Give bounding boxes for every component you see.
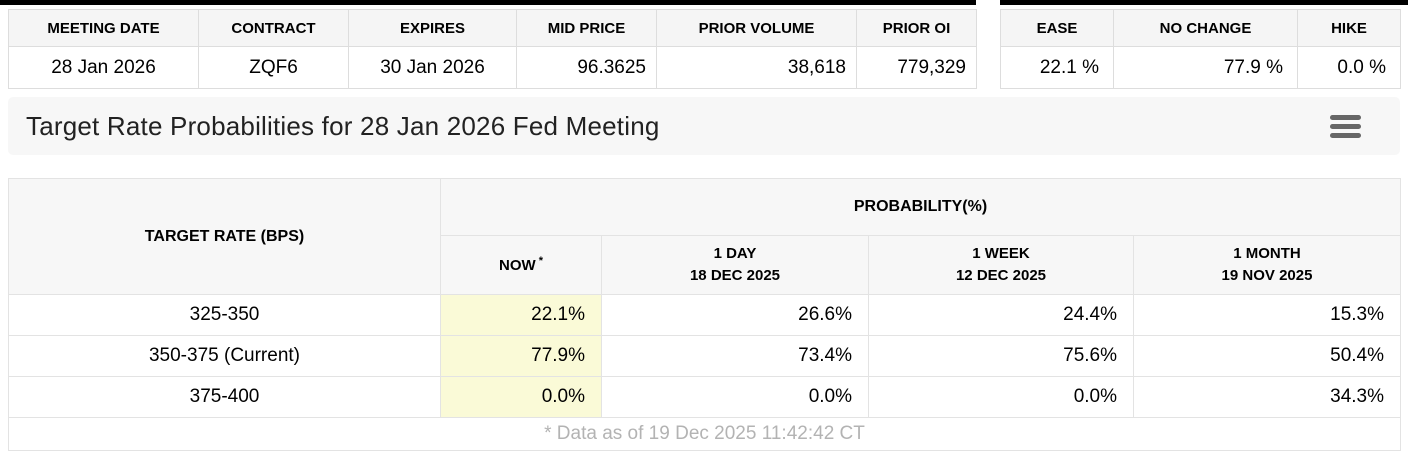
cell-prob-1-month: 34.3% bbox=[1132, 376, 1402, 418]
cell-mid-price: 96.3625 bbox=[516, 46, 657, 89]
action-data-row: 22.1 % 77.9 % 0.0 % bbox=[1000, 46, 1401, 89]
cell-prior-oi: 779,329 bbox=[856, 46, 977, 89]
col-header-mid-price: MID PRICE bbox=[516, 9, 657, 47]
cell-meeting-date: 28 Jan 2026 bbox=[8, 46, 199, 89]
col-header-probability-group: PROBABILITY(%) bbox=[439, 178, 1402, 236]
cell-rate-range: 375-400 bbox=[8, 376, 441, 418]
cell-prob-now: 22.1% bbox=[440, 294, 602, 336]
top-accent-bar-right bbox=[1000, 0, 1408, 5]
col-header-1-month: 1 MONTH 19 NOV 2025 bbox=[1132, 235, 1402, 295]
asterisk-note-marker: * bbox=[538, 254, 543, 267]
summary-data-row: 28 Jan 2026 ZQF6 30 Jan 2026 96.3625 38,… bbox=[8, 46, 977, 89]
chart-title-bar: Target Rate Probabilities for 28 Jan 202… bbox=[8, 97, 1400, 155]
cell-prob-now: 0.0% bbox=[440, 376, 602, 418]
data-as-of-footnote: * Data as of 19 Dec 2025 11:42:42 CT bbox=[7, 417, 1402, 451]
col-header-1-month-line2: 19 NOV 2025 bbox=[1221, 267, 1313, 284]
top-accent-bar-left bbox=[0, 0, 976, 5]
cell-prior-volume: 38,618 bbox=[656, 46, 857, 89]
col-header-now: NOW * bbox=[440, 235, 602, 295]
cell-prob-1-month: 50.4% bbox=[1132, 335, 1402, 377]
col-header-contract: CONTRACT bbox=[198, 9, 349, 47]
cell-contract: ZQF6 bbox=[198, 46, 349, 89]
col-header-1-week: 1 WEEK 12 DEC 2025 bbox=[868, 235, 1134, 295]
col-header-no-change: NO CHANGE bbox=[1113, 9, 1298, 47]
col-header-1-day: 1 DAY 18 DEC 2025 bbox=[601, 235, 869, 295]
cell-rate-range: 350-375 (Current) bbox=[8, 335, 441, 377]
col-header-prior-oi: PRIOR OI bbox=[856, 9, 977, 47]
col-header-hike: HIKE bbox=[1297, 9, 1401, 47]
target-rate-probability-table: TARGET RATE (BPS) PROBABILITY(%) NOW * 1 … bbox=[7, 178, 1402, 451]
col-header-1-day-line1: 1 DAY bbox=[713, 245, 757, 263]
cell-prob-now: 77.9% bbox=[440, 335, 602, 377]
contract-summary-table: MEETING DATE CONTRACT EXPIRES MID PRICE … bbox=[8, 9, 977, 89]
table-row: 375-400 0.0% 0.0% 0.0% 34.3% bbox=[8, 376, 1402, 418]
cell-prob-1-month: 15.3% bbox=[1132, 294, 1402, 336]
cell-prob-1-week: 0.0% bbox=[868, 376, 1134, 418]
cell-no-change: 77.9 % bbox=[1113, 46, 1298, 89]
cell-prob-1-day: 73.4% bbox=[601, 335, 869, 377]
col-header-ease: EASE bbox=[1000, 9, 1114, 47]
hamburger-icon bbox=[1330, 114, 1366, 138]
cell-expires: 30 Jan 2026 bbox=[348, 46, 517, 89]
col-header-expires: EXPIRES bbox=[348, 9, 517, 47]
summary-header-row: MEETING DATE CONTRACT EXPIRES MID PRICE … bbox=[8, 9, 977, 47]
now-label: NOW bbox=[499, 256, 536, 274]
page-title: Target Rate Probabilities for 28 Jan 202… bbox=[26, 110, 660, 141]
col-header-1-week-line1: 1 WEEK bbox=[972, 245, 1030, 263]
cell-prob-1-day: 0.0% bbox=[601, 376, 869, 418]
col-header-1-week-line2: 12 DEC 2025 bbox=[955, 267, 1047, 284]
footnote-row: * Data as of 19 Dec 2025 11:42:42 CT bbox=[7, 417, 1402, 451]
cell-prob-1-week: 24.4% bbox=[868, 294, 1134, 336]
table-row: 325-350 22.1% 26.6% 24.4% 15.3% bbox=[8, 294, 1402, 336]
cell-rate-range: 325-350 bbox=[8, 294, 441, 336]
col-header-meeting-date: MEETING DATE bbox=[8, 9, 199, 47]
col-header-target-rate: TARGET RATE (BPS) bbox=[8, 178, 441, 295]
col-header-1-month-line1: 1 MONTH bbox=[1233, 245, 1301, 263]
cell-prob-1-week: 75.6% bbox=[868, 335, 1134, 377]
prob-subheader-row: NOW * 1 DAY 18 DEC 2025 1 WEEK 12 DEC 202… bbox=[9, 235, 1402, 295]
chart-context-menu-button[interactable] bbox=[1330, 111, 1366, 141]
col-header-1-day-line2: 18 DEC 2025 bbox=[689, 267, 781, 284]
table-row: 350-375 (Current) 77.9% 73.4% 75.6% 50.4… bbox=[8, 335, 1402, 377]
cell-hike: 0.0 % bbox=[1297, 46, 1401, 89]
col-header-prior-volume: PRIOR VOLUME bbox=[656, 9, 857, 47]
action-header-row: EASE NO CHANGE HIKE bbox=[1000, 9, 1401, 47]
cell-ease: 22.1 % bbox=[1000, 46, 1114, 89]
rate-action-table: EASE NO CHANGE HIKE 22.1 % 77.9 % 0.0 % bbox=[1000, 9, 1401, 89]
prob-group-header-row: TARGET RATE (BPS) PROBABILITY(%) bbox=[8, 178, 1402, 295]
cell-prob-1-day: 26.6% bbox=[601, 294, 869, 336]
